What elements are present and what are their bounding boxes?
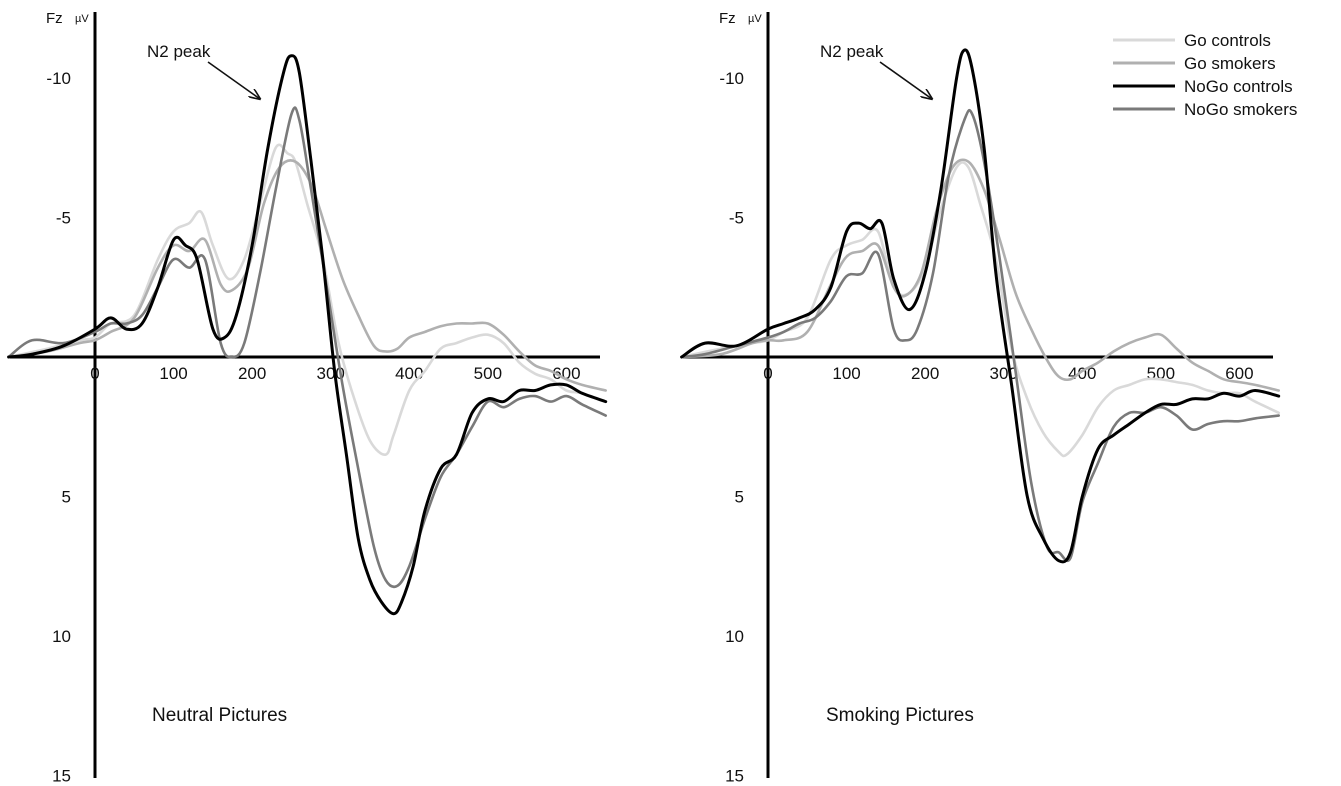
y-tick-label: 15 [52,767,71,786]
n2-peak-label: N2 peak [147,42,211,61]
y-axis-unit: µV [748,13,762,25]
panel-title: Smoking Pictures [826,705,974,726]
y-tick-label: 5 [735,488,744,507]
series-line-nogo-smokers [680,108,1280,563]
x-tick-label: 200 [911,364,939,383]
series-line-nogo-smokers [7,106,607,589]
series-line-nogo-controls [680,48,1281,564]
series-line-nogo-controls [7,54,608,616]
panel-neutral-pictures: 0 100 200 300 400 500 600 -10 -5 5 10 15 Fz µV N2 peak… [7,10,608,786]
x-tick-label: 0 [90,364,99,383]
x-tick-label: 400 [1068,364,1096,383]
n2-peak-arrow [207,61,260,99]
y-tick-label: 5 [62,488,71,507]
legend-label-go-controls: Go controls [1184,31,1271,50]
y-tick-label: 10 [52,627,71,646]
y-tick-label: 15 [725,767,744,786]
n2-peak-arrow [879,61,932,99]
x-tick-label: 100 [159,364,187,383]
panel-title: Neutral Pictures [152,705,287,726]
x-tick-label: 500 [474,364,502,383]
x-tick-label: 300 [317,364,345,383]
y-tick-label: 10 [725,627,744,646]
x-tick-label: 600 [1225,364,1253,383]
legend: Go controls Go smokers NoGo controls NoGo s… [1113,31,1297,119]
series-line-go-controls [680,161,1280,458]
series-line-go-controls [7,143,607,456]
y-axis-label: Fz [719,10,736,27]
y-tick-label: -10 [719,69,744,88]
series-line-go-smokers [7,159,607,392]
y-axis-label: Fz [46,10,63,27]
y-tick-label: -5 [729,209,744,228]
x-tick-label: 200 [238,364,266,383]
x-tick-label: 0 [763,364,772,383]
y-axis-unit: µV [75,13,89,25]
y-tick-label: -5 [56,209,71,228]
y-tick-label: -10 [46,69,71,88]
x-tick-label: 100 [832,364,860,383]
x-tick-label: 400 [395,364,423,383]
legend-label-go-smokers: Go smokers [1184,54,1276,73]
n2-peak-label: N2 peak [820,42,884,61]
x-tick-label: 600 [552,364,580,383]
legend-label-nogo-controls: NoGo controls [1184,77,1293,96]
legend-label-nogo-smokers: NoGo smokers [1184,100,1297,119]
